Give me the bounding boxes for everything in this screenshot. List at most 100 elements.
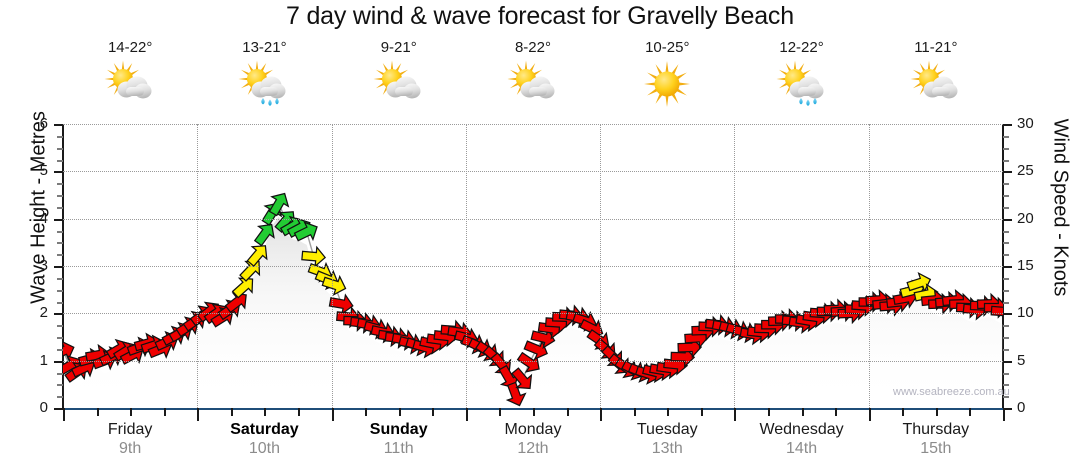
y-axis-right-minor-tick [1003, 135, 1009, 138]
gridline-vertical [734, 124, 736, 408]
y-axis-right-tick-label: 10 [1017, 304, 1034, 322]
x-axis-minor-tick [365, 408, 368, 416]
x-axis-minor-tick [163, 408, 166, 416]
y-axis-right-tick-label: 5 [1017, 351, 1026, 369]
day-label-thursday: Thursday 15th [869, 420, 1003, 470]
y-axis-right-minor-tick [1003, 277, 1009, 280]
temperature-range: 9-21° [380, 39, 417, 56]
forecast-day-friday: 14-22° [63, 38, 197, 120]
y-axis-right-tick-label: 25 [1017, 162, 1034, 180]
forecast-strip: 14-22° [63, 38, 1003, 120]
y-axis-left-minor-tick [57, 254, 63, 257]
gridline-vertical [600, 124, 602, 408]
y-axis-left-tick [54, 171, 63, 174]
day-label-monday: Monday 12th [466, 420, 600, 470]
x-axis-minor-tick [533, 408, 535, 416]
y-axis-left-minor-tick [57, 230, 63, 233]
wind-arrow [321, 274, 347, 296]
y-axis-right-tick-label: 20 [1017, 209, 1034, 227]
y-axis-right-minor-tick [1003, 242, 1009, 245]
y-axis-left-tick [54, 124, 63, 126]
x-axis-minor-tick [96, 408, 99, 416]
gridline-horizontal [63, 313, 1003, 315]
y-axis-right-tick [1003, 124, 1012, 126]
y-axis-left-minor-tick [57, 147, 63, 150]
y-axis-left-minor-tick [57, 135, 63, 138]
y-axis-left-minor-tick [57, 289, 63, 292]
x-axis-day-tick [1003, 408, 1005, 421]
gridline-horizontal [63, 124, 1003, 125]
y-axis-left-minor-tick [57, 206, 63, 209]
y-axis-left-tick-label: 1 [39, 351, 48, 369]
y-axis-right-minor-tick [1003, 254, 1009, 257]
y-axis-right-tick [1003, 360, 1012, 363]
temperature-range: 13-21° [242, 39, 287, 56]
x-axis-minor-tick [667, 408, 670, 416]
x-axis-minor-tick [264, 408, 267, 416]
x-axis-minor-tick [633, 408, 636, 416]
x-axis-minor-tick [566, 408, 569, 416]
y-axis-right-minor-tick [1003, 337, 1009, 339]
y-axis-left-minor-tick [57, 301, 63, 304]
y-axis-left-minor-tick [57, 348, 63, 351]
wind-arrow-layer [63, 192, 1003, 407]
x-axis-minor-tick [935, 408, 938, 416]
y-axis-left-tick-label: 6 [39, 115, 48, 132]
x-axis-minor-tick [298, 408, 300, 416]
sun-cloud-icon [502, 59, 564, 116]
x-axis-minor-tick [700, 408, 703, 416]
temperature-range: 14-22° [107, 39, 153, 56]
y-axis-right-minor-tick [1003, 159, 1009, 162]
x-axis-day-labels: Friday 9th Saturday 10th Sunday 11th Monday 12t… [63, 420, 1003, 470]
x-axis-minor-tick [230, 408, 233, 416]
x-axis-day-tick [734, 408, 737, 421]
y-axis-right-tick [1003, 171, 1012, 174]
plot-area [63, 124, 1003, 408]
day-date: 12th [517, 440, 549, 457]
x-axis-minor-tick [969, 408, 972, 416]
wind-arrow [511, 367, 533, 390]
sun-cloud-icon [905, 59, 967, 116]
y-axis-left-tick-label: 2 [39, 304, 48, 322]
wind-arrow [530, 327, 556, 350]
forecast-day-sunday: 9-21° [332, 38, 466, 120]
x-axis-minor-tick [398, 408, 401, 416]
day-date: 14th [785, 440, 818, 457]
day-label-sunday: Sunday 11th [332, 420, 466, 470]
x-axis-day-tick [868, 408, 871, 421]
y-axis-left-tick [54, 218, 63, 221]
y-axis-right-tick [1003, 313, 1012, 316]
x-axis-minor-tick [801, 408, 804, 416]
y-axis-left-tick-label: 4 [39, 209, 48, 227]
y-axis-right-minor-tick [1003, 147, 1009, 150]
y-axis-right-minor-tick [1003, 230, 1009, 233]
sun-icon [636, 59, 698, 116]
y-axis-right-tick [1003, 218, 1012, 221]
y-axis-right-minor-tick [1003, 372, 1009, 375]
temperature-range: 12-22° [779, 39, 824, 56]
day-label-saturday: Saturday 10th [197, 420, 331, 470]
x-axis-day-tick [331, 408, 334, 421]
gridline-horizontal [63, 266, 1003, 267]
wind-arrow [63, 340, 75, 362]
y-axis-left-tick-label: 0 [39, 399, 48, 416]
day-date: 15th [920, 440, 952, 457]
forecast-day-saturday: 13-21° [197, 38, 331, 120]
y-axis-left-minor-tick [57, 277, 63, 280]
forecast-day-tuesday: 10-25° [600, 38, 734, 120]
temperature-range: 10-25° [645, 39, 690, 56]
wind-arrows [63, 192, 1003, 407]
x-axis-minor-tick [902, 408, 905, 416]
wind-arrow [231, 277, 254, 299]
x-axis-day-tick [600, 408, 603, 421]
y-axis-right-minor-tick [1003, 325, 1009, 328]
y-axis-right-minor-tick [1003, 195, 1009, 197]
y-axis-right-minor-tick [1003, 289, 1009, 292]
page-title: 7 day wind & wave forecast for Gravelly … [286, 2, 794, 30]
wave-height-shading [63, 216, 1003, 408]
y-axis-left-tick [54, 313, 63, 316]
sun-cloud-icon [99, 59, 161, 116]
x-axis-minor-tick [768, 408, 770, 416]
y-axis-right-minor-tick [1003, 301, 1009, 304]
day-name: Tuesday [636, 421, 698, 438]
